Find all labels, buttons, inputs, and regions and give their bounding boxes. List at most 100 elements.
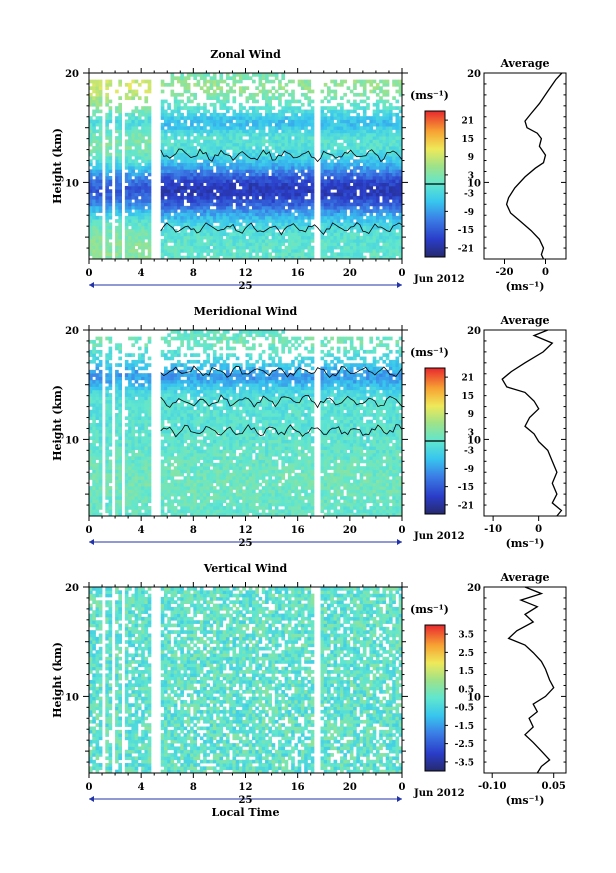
heatmap-cell — [190, 112, 194, 117]
heatmap-cell — [362, 166, 367, 170]
heatmap-cell — [320, 215, 325, 220]
heatmap-cell — [372, 132, 377, 137]
heatmap-cell — [248, 169, 253, 174]
heatmap-cell — [134, 225, 139, 230]
heatmap-cell — [398, 109, 403, 114]
heatmap-cell — [98, 179, 103, 184]
heatmap-cell — [294, 162, 299, 167]
heatmap-cell — [278, 169, 282, 174]
heatmap-cell — [388, 126, 393, 130]
heatmap-cell — [346, 185, 351, 190]
heatmap-cell — [268, 119, 272, 124]
heatmap-cell — [98, 419, 103, 424]
heatmap-cell — [212, 149, 217, 154]
heatmap-cell — [274, 245, 279, 250]
heatmap-cell — [180, 209, 184, 213]
heatmap-cell — [124, 363, 129, 367]
heatmap-cell — [323, 169, 328, 174]
heatmap-cell — [134, 339, 139, 344]
heatmap-cell — [261, 166, 266, 170]
heatmap-cell — [170, 245, 175, 250]
heatmap-cell — [353, 202, 357, 207]
heatmap-cell — [346, 172, 351, 177]
heatmap-cell — [134, 119, 139, 124]
heatmap-cell — [98, 202, 103, 207]
heatmap-cell — [353, 146, 357, 150]
heatmap-cell — [294, 136, 299, 140]
heatmap-cell — [216, 199, 220, 203]
heatmap-cell — [392, 132, 396, 137]
heatmap-cell — [124, 255, 129, 260]
heatmap-cell — [177, 249, 181, 253]
heatmap-cell — [183, 169, 188, 174]
heatmap-cell — [238, 76, 243, 81]
heatmap-cell — [108, 182, 113, 187]
heatmap-cell — [186, 132, 191, 137]
colorbar-tick-label: -15 — [458, 226, 474, 236]
heatmap-cell — [95, 162, 100, 167]
heatmap-cell — [398, 235, 403, 240]
heatmap-cell — [327, 156, 331, 160]
heatmap-cell — [216, 202, 220, 207]
heatmap-cell — [124, 126, 129, 130]
heatmap-cell — [134, 386, 139, 391]
heatmap-cell — [118, 396, 122, 401]
heatmap-cell — [95, 356, 100, 361]
heatmap-cell — [115, 452, 119, 457]
heatmap-cell — [160, 132, 165, 137]
heatmap-cell — [245, 169, 250, 174]
heatmap-cell — [291, 235, 295, 240]
heatmap-cell — [124, 156, 129, 160]
heatmap-cell — [379, 132, 383, 137]
heatmap-cell — [362, 235, 367, 240]
heatmap-cell — [258, 242, 263, 247]
heatmap-cell — [134, 195, 139, 200]
heatmap-cell — [330, 245, 334, 250]
heatmap-cell — [115, 252, 119, 257]
heatmap-cell — [95, 472, 100, 477]
heatmap-cell — [281, 195, 286, 200]
heatmap-cell — [105, 82, 109, 87]
heatmap-cell — [369, 162, 374, 167]
x-tick-label: 4 — [138, 268, 145, 279]
heatmap-cell — [336, 175, 341, 180]
heatmap-cell — [167, 199, 171, 203]
heatmap-cell — [115, 449, 119, 454]
heatmap-cell — [98, 99, 103, 104]
heatmap-cell — [144, 119, 149, 124]
heatmap-cell — [340, 106, 344, 110]
heatmap-cell — [92, 235, 96, 240]
heatmap-cell — [310, 195, 315, 200]
heatmap-cell — [304, 126, 308, 130]
heatmap-cell — [278, 235, 282, 240]
heatmap-cell — [379, 86, 383, 91]
heatmap-cell — [379, 169, 383, 174]
heatmap-cell — [95, 336, 100, 341]
heatmap-cell — [349, 215, 354, 220]
heatmap-cell — [177, 179, 181, 184]
heatmap-cell — [261, 225, 266, 230]
heatmap-cell — [128, 419, 132, 424]
heatmap-cell — [180, 172, 184, 177]
heatmap-cell — [209, 202, 214, 207]
heatmap-cell — [98, 86, 103, 91]
heatmap-cell — [245, 225, 250, 230]
heatmap-cell — [284, 232, 289, 237]
heatmap-cell — [118, 239, 122, 243]
heatmap-cell — [216, 205, 220, 210]
heatmap-cell — [141, 152, 145, 157]
heatmap-cell — [170, 169, 175, 174]
heatmap-cell — [349, 89, 354, 94]
heatmap-cell — [359, 175, 364, 180]
heatmap-cell — [232, 172, 237, 177]
heatmap-cell — [163, 252, 168, 257]
heatmap-cell — [245, 255, 250, 260]
heatmap-cell — [229, 139, 233, 144]
heatmap-cell — [395, 249, 400, 253]
heatmap-cell — [359, 116, 364, 120]
heatmap-cell — [340, 189, 344, 193]
heatmap-cell — [336, 185, 341, 190]
heatmap-cell — [144, 242, 149, 247]
heatmap-cell — [141, 409, 145, 414]
heatmap-cell — [134, 502, 139, 507]
